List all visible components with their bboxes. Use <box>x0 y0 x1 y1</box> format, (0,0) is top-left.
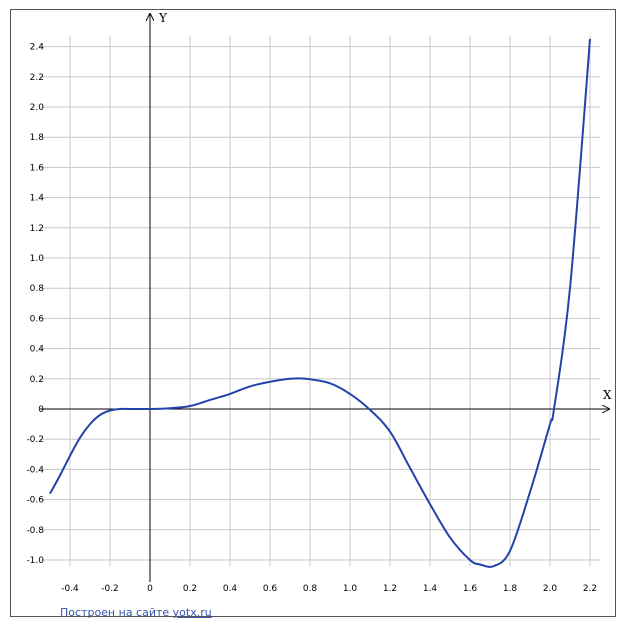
x-tick-label: 0.4 <box>223 584 238 594</box>
x-tick-label: 0.6 <box>263 584 278 594</box>
x-tick-label: 0 <box>147 584 153 594</box>
y-tick-label: -0.8 <box>26 526 44 536</box>
y-tick-label: -1.0 <box>26 556 44 566</box>
y-tick-label: 0 <box>38 405 44 415</box>
plot-area: XY -0.4 -0.2 0 0.2 0.4 0.6 0.8 1.0 1.2 1.4 1.6 1.8 2… <box>26 11 612 594</box>
credit-text: Построен на сайте <box>60 606 173 619</box>
series-layer <box>49 38 591 568</box>
tick-labels: -0.4 -0.2 0 0.2 0.4 0.6 0.8 1.0 1.2 1.4 1.6 1.8 2.0 2… <box>26 43 597 594</box>
x-tick-label: -0.2 <box>101 584 119 594</box>
x-tick-label: 0.2 <box>183 584 197 594</box>
y-tick-label: -0.4 <box>26 465 44 475</box>
y-tick-label: 1.4 <box>30 194 45 204</box>
y-tick-label: 1.6 <box>30 163 45 173</box>
x-tick-label: 2.2 <box>583 584 597 594</box>
x-tick-label: 1.2 <box>383 584 397 594</box>
x-tick-label: 1.0 <box>343 584 358 594</box>
x-tick-label: 1.8 <box>503 584 518 594</box>
grid <box>40 36 600 566</box>
y-tick-label: 2.2 <box>30 73 44 83</box>
series-curve <box>49 38 591 568</box>
y-tick-label: 2.4 <box>30 43 45 53</box>
y-axis-label: Y <box>158 11 168 25</box>
x-tick-label: 2.0 <box>543 584 558 594</box>
y-tick-label: -0.6 <box>26 496 44 506</box>
credit-footer: Построен на сайте yotx.ru <box>60 606 212 619</box>
y-tick-label: -0.2 <box>26 435 44 445</box>
x-tick-label: 0.8 <box>303 584 318 594</box>
x-tick-label: 1.4 <box>423 584 438 594</box>
y-tick-label: 0.6 <box>30 314 45 324</box>
x-axis-label: X <box>603 388 612 402</box>
y-tick-label: 0.8 <box>30 284 45 294</box>
y-tick-label: 0.4 <box>30 345 45 355</box>
axes: XY <box>40 11 612 582</box>
y-tick-label: 2.0 <box>30 103 45 113</box>
y-tick-label: 1.8 <box>30 133 45 143</box>
x-tick-label: -0.4 <box>61 584 79 594</box>
y-tick-label: 1.2 <box>30 224 44 234</box>
y-tick-label: 0.2 <box>30 375 44 385</box>
y-tick-label: 1.0 <box>30 254 45 264</box>
x-tick-label: 1.6 <box>463 584 478 594</box>
credit-link[interactable]: yotx.ru <box>172 606 212 619</box>
